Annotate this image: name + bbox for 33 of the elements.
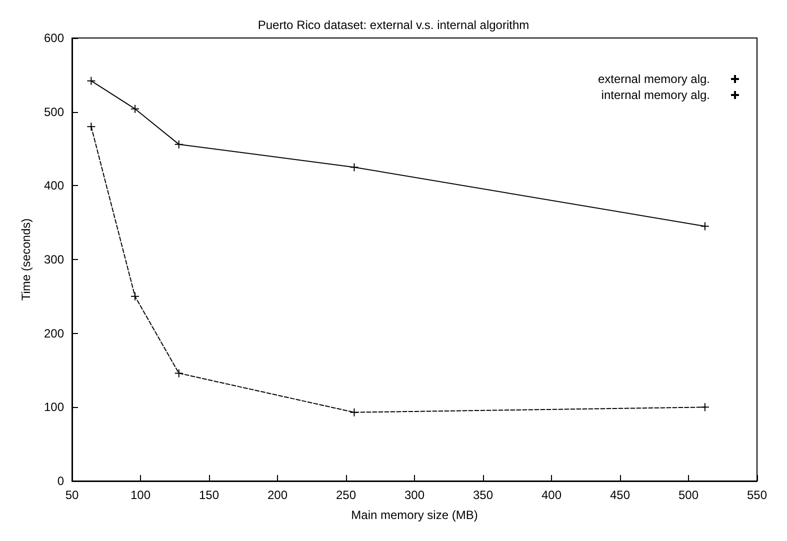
point (174, 140, 184, 149)
y-tick-label: 100 (44, 400, 64, 414)
y-tick-label: 400 (44, 178, 64, 193)
point (350, 162, 359, 172)
y-tick-label: 600 (44, 31, 64, 45)
chart-title: Puerto Rico dataset: external v.s. internal algorithm (258, 18, 530, 32)
x-tick-label: 300 (404, 488, 425, 502)
x-tick-label: 450 (610, 488, 630, 502)
point (130, 292, 140, 301)
point (174, 368, 184, 378)
x-tick-label: 250 (336, 488, 356, 502)
x-tick-label: 550 (746, 488, 768, 502)
x-tick-label: 200 (267, 488, 288, 502)
point (86, 122, 96, 132)
x-tick-label: 100 (130, 488, 151, 502)
point (700, 402, 710, 412)
x-tick-label: 50 (65, 488, 79, 502)
legend-label: external memory alg. (598, 72, 710, 86)
y-axis-title: Time (seconds) (19, 218, 33, 301)
y-tick-label: 500 (44, 104, 64, 119)
x-axis-title: Main memory size (MB) (351, 508, 478, 522)
point (350, 408, 359, 417)
x-tick-label: 350 (472, 488, 494, 502)
point (700, 222, 710, 231)
x-tick-label: 400 (541, 488, 562, 502)
y-tick-label: 0 (57, 474, 64, 488)
point (86, 76, 96, 86)
x-tick-label: 150 (198, 488, 220, 502)
legend-label: internal memory alg. (601, 88, 710, 102)
x-tick-label: 500 (678, 488, 699, 502)
point (130, 104, 140, 114)
y-tick-label: 200 (44, 326, 64, 340)
y-tick-label: 300 (44, 252, 64, 266)
